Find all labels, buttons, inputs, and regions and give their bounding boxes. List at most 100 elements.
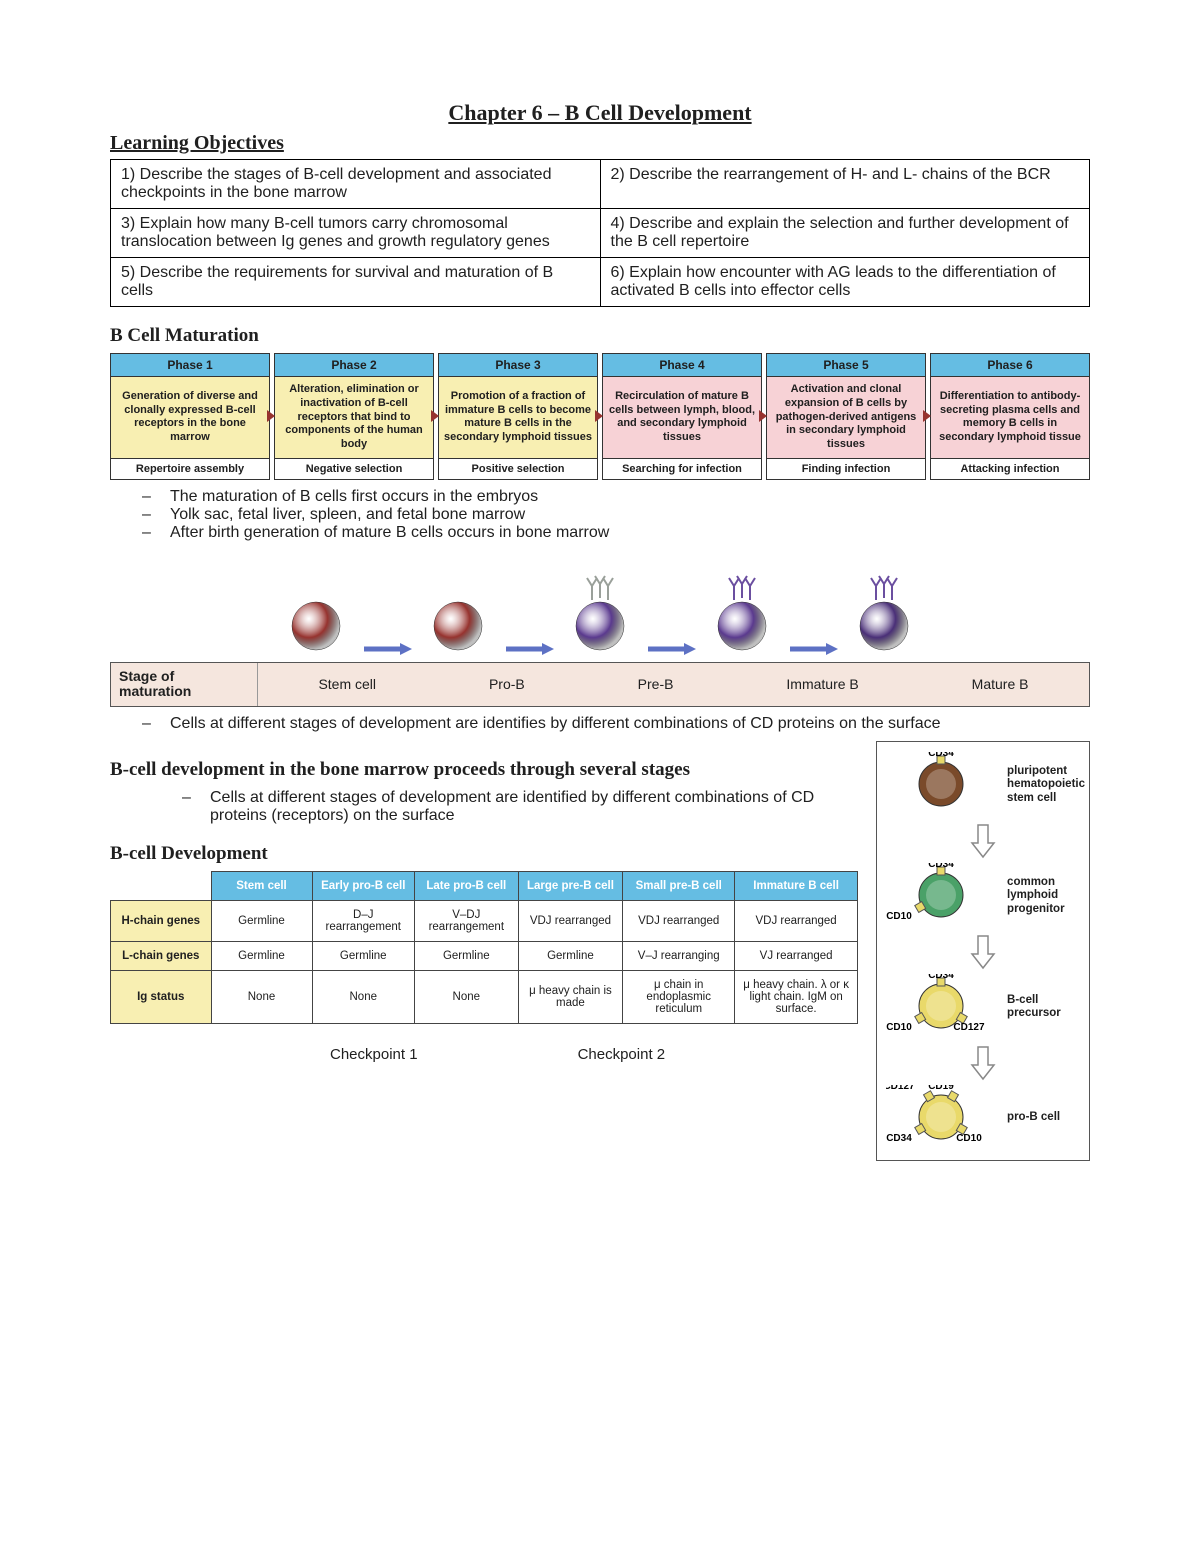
cd-label: CD34 — [928, 863, 954, 870]
phase-card: Phase 1Generation of diverse and clonall… — [110, 353, 270, 480]
lineage-diagram: CD34pluripotent hematopoietic stem cellC… — [876, 741, 1090, 1161]
stage-name: Mature B — [972, 676, 1029, 692]
phase-footer: Repertoire assembly — [111, 458, 269, 479]
maturation-heading: B Cell Maturation — [110, 325, 1090, 347]
stage-note: Cells at different stages of development… — [110, 715, 1090, 733]
dev-cell: Germline — [211, 941, 312, 970]
stage-bar-values: Stem cellPro-BPre-BImmature BMature B — [258, 670, 1089, 698]
dev-col-header: Late pro-B cell — [415, 871, 519, 900]
phase-card: Phase 4Recirculation of mature B cells b… — [602, 353, 762, 480]
phase-footer: Searching for infection — [603, 458, 761, 479]
stage-name: Immature B — [786, 676, 858, 692]
stage-bar: Stage of maturation Stem cellPro-BPre-BI… — [110, 662, 1090, 707]
checkpoints: Checkpoint 1 Checkpoint 2 — [110, 1046, 858, 1063]
arrow-right-icon — [759, 408, 771, 424]
cd-label: CD34 — [886, 1133, 912, 1144]
lineage-row: CD19CD34CD10CD127pro-B cell — [881, 1085, 1085, 1152]
cd-label: CD34 — [928, 752, 954, 759]
dev-col-header: Immature B cell — [735, 871, 858, 900]
phase-header: Phase 6 — [931, 354, 1089, 377]
phase-header: Phase 5 — [767, 354, 925, 377]
dev-cell: None — [415, 970, 519, 1023]
dev-heading: B-cell Development — [110, 843, 858, 865]
objective-cell: 3) Explain how many B-cell tumors carry … — [111, 209, 601, 258]
arrow-right-icon — [504, 642, 554, 656]
dev-cell: VDJ rearranged — [518, 900, 623, 941]
lineage-row: CD34pluripotent hematopoietic stem cell — [881, 752, 1085, 819]
arrow-right-icon — [362, 642, 412, 656]
checkpoint-label: Checkpoint 2 — [578, 1046, 666, 1063]
cd-label: CD10 — [886, 1022, 912, 1033]
dev-table: Stem cellEarly pro-B cellLate pro-B cell… — [110, 871, 858, 1024]
dev-cell: Germline — [312, 941, 415, 970]
arrow-right-icon — [595, 408, 607, 424]
phase-body: Differentiation to antibody-secreting pl… — [931, 377, 1089, 458]
arrow-right-icon — [646, 642, 696, 656]
arrow-right-icon — [788, 642, 838, 656]
bullet: Yolk sac, fetal liver, spleen, and fetal… — [170, 506, 1090, 524]
cd-label: CD19 — [928, 1085, 954, 1092]
dev-cell: μ chain in endoplasmic reticulum — [623, 970, 735, 1023]
cell-icon — [854, 566, 914, 656]
cd-label: CD10 — [956, 1133, 982, 1144]
lineage-label: common lymphoid progenitor — [1001, 876, 1085, 916]
bullet: After birth generation of mature B cells… — [170, 524, 1090, 542]
dev-col-header: Small pre-B cell — [623, 871, 735, 900]
lineage-cell-icon: CD34 CD10 — [886, 863, 996, 927]
bullet: Cells at different stages of development… — [170, 715, 1090, 733]
cell-icon — [428, 566, 488, 656]
phase-card: Phase 5Activation and clonal expansion o… — [766, 353, 926, 480]
phase-body: Recirculation of mature B cells between … — [603, 377, 761, 458]
phase-header: Phase 3 — [439, 354, 597, 377]
dev-cell: Germline — [415, 941, 519, 970]
cd-label: CD127 — [953, 1022, 985, 1033]
dev-cell: μ heavy chain is made — [518, 970, 623, 1023]
lineage-label: B-cell precursor — [1001, 994, 1085, 1020]
bullet: Cells at different stages of development… — [210, 789, 858, 825]
dev-cell: μ heavy chain. λ or κ light chain. IgM o… — [735, 970, 858, 1023]
cd-label: CD10 — [886, 911, 912, 922]
bullet: The maturation of B cells first occurs i… — [170, 488, 1090, 506]
dev-row-header: Ig status — [111, 970, 212, 1023]
dev-cell: VJ rearranged — [735, 941, 858, 970]
stage-of-maturation: Stage of maturation Stem cellPro-BPre-BI… — [110, 566, 1090, 707]
phase-footer: Positive selection — [439, 458, 597, 479]
arrow-down-icon — [968, 934, 998, 970]
dev-cell: V–DJ rearrangement — [415, 900, 519, 941]
stages-bullets: Cells at different stages of development… — [110, 789, 858, 825]
phase-card: Phase 3Promotion of a fraction of immatu… — [438, 353, 598, 480]
arrow-right-icon — [923, 408, 935, 424]
phase-header: Phase 4 — [603, 354, 761, 377]
phase-footer: Attacking infection — [931, 458, 1089, 479]
dev-col-header: Stem cell — [211, 871, 312, 900]
phase-header: Phase 1 — [111, 354, 269, 377]
phase-card: Phase 6Differentiation to antibody-secre… — [930, 353, 1090, 480]
dev-cell: Germline — [518, 941, 623, 970]
objectives-table: 1) Describe the stages of B-cell develop… — [110, 159, 1090, 307]
lineage-row: CD34 CD10 CD127 B-cell precursor — [881, 974, 1085, 1041]
objective-cell: 5) Describe the requirements for surviva… — [111, 258, 601, 307]
arrow-down-icon — [968, 1045, 998, 1081]
dev-row-header: H-chain genes — [111, 900, 212, 941]
cd-label: CD34 — [928, 974, 954, 981]
phase-body: Generation of diverse and clonally expre… — [111, 377, 269, 458]
phase-body: Activation and clonal expansion of B cel… — [767, 377, 925, 458]
arrow-down-icon — [968, 823, 998, 859]
lineage-cell-icon: CD19CD34CD10CD127 — [886, 1085, 996, 1149]
stages-heading: B-cell development in the bone marrow pr… — [110, 759, 750, 781]
dev-cell: None — [312, 970, 415, 1023]
objective-cell: 6) Explain how encounter with AG leads t… — [600, 258, 1090, 307]
checkpoint-label: Checkpoint 1 — [330, 1046, 418, 1063]
page-title: Chapter 6 – B Cell Development — [110, 100, 1090, 126]
cell-icon — [570, 566, 630, 656]
lineage-cell-icon: CD34 CD10 CD127 — [886, 974, 996, 1038]
phase-body: Alteration, elimination or inactivation … — [275, 377, 433, 458]
objective-cell: 1) Describe the stages of B-cell develop… — [111, 160, 601, 209]
arrow-right-icon — [431, 408, 443, 424]
dev-col-header: Early pro-B cell — [312, 871, 415, 900]
cell-icon — [712, 566, 772, 656]
objective-cell: 2) Describe the rearrangement of H- and … — [600, 160, 1090, 209]
dev-cell: D–J rearrangement — [312, 900, 415, 941]
dev-col-header: Large pre-B cell — [518, 871, 623, 900]
stage-name: Stem cell — [318, 676, 376, 692]
